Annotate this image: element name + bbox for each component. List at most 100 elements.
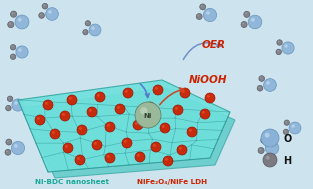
Circle shape (155, 87, 158, 90)
Circle shape (39, 13, 44, 18)
Text: Ni-BDC nanosheet: Ni-BDC nanosheet (35, 179, 109, 185)
Circle shape (145, 102, 155, 112)
Circle shape (43, 5, 45, 6)
Circle shape (284, 44, 288, 48)
Circle shape (124, 140, 127, 143)
Circle shape (75, 155, 85, 165)
Circle shape (241, 22, 247, 28)
Circle shape (135, 122, 138, 125)
Circle shape (258, 147, 264, 153)
Circle shape (261, 137, 267, 143)
Circle shape (14, 101, 18, 105)
Circle shape (10, 54, 16, 60)
Circle shape (163, 156, 173, 166)
Circle shape (200, 109, 210, 119)
Circle shape (6, 150, 8, 152)
Circle shape (37, 117, 40, 120)
Circle shape (122, 138, 132, 148)
Circle shape (7, 140, 9, 142)
Circle shape (151, 142, 161, 152)
Circle shape (277, 50, 279, 52)
Circle shape (162, 125, 165, 128)
Text: H: H (283, 156, 291, 166)
Circle shape (187, 127, 197, 137)
Circle shape (6, 139, 12, 145)
Text: Ni: Ni (144, 112, 152, 119)
Circle shape (285, 130, 286, 132)
Circle shape (7, 106, 8, 108)
Circle shape (251, 18, 255, 22)
Circle shape (205, 93, 215, 103)
Circle shape (5, 149, 11, 155)
Circle shape (200, 4, 206, 10)
Circle shape (8, 22, 14, 28)
Circle shape (260, 77, 262, 78)
Circle shape (16, 46, 28, 58)
Circle shape (89, 109, 92, 112)
Circle shape (189, 129, 192, 132)
Circle shape (291, 124, 295, 128)
Circle shape (10, 45, 16, 50)
Circle shape (206, 11, 210, 15)
Circle shape (42, 3, 48, 9)
Circle shape (60, 111, 70, 121)
Circle shape (180, 88, 190, 98)
Text: NiFe₂O₄/NiFe LDH: NiFe₂O₄/NiFe LDH (137, 179, 207, 185)
Circle shape (45, 102, 48, 105)
Circle shape (277, 40, 282, 45)
Circle shape (14, 144, 18, 148)
Circle shape (48, 10, 52, 14)
Circle shape (264, 79, 276, 91)
Circle shape (97, 94, 100, 97)
Circle shape (177, 145, 187, 155)
FancyArrowPatch shape (140, 84, 149, 98)
Circle shape (182, 90, 185, 93)
Polygon shape (18, 80, 230, 172)
Circle shape (43, 100, 53, 110)
Circle shape (265, 141, 279, 155)
Circle shape (89, 24, 101, 36)
Circle shape (9, 23, 11, 24)
Circle shape (179, 147, 182, 150)
Circle shape (135, 152, 145, 162)
Circle shape (15, 15, 29, 29)
Circle shape (7, 96, 13, 101)
Circle shape (173, 105, 183, 115)
Circle shape (107, 124, 110, 127)
Circle shape (245, 12, 247, 14)
Circle shape (123, 88, 133, 98)
Circle shape (140, 107, 147, 115)
Circle shape (203, 8, 217, 22)
Circle shape (85, 21, 90, 26)
Circle shape (153, 85, 163, 95)
Circle shape (65, 145, 68, 148)
Circle shape (77, 125, 87, 135)
Circle shape (264, 133, 269, 138)
Circle shape (244, 11, 250, 17)
Circle shape (18, 48, 22, 52)
Circle shape (165, 158, 168, 161)
Circle shape (77, 157, 80, 160)
Circle shape (259, 149, 261, 150)
Circle shape (259, 76, 264, 81)
Circle shape (12, 55, 13, 57)
Circle shape (40, 14, 42, 15)
Circle shape (107, 155, 110, 158)
Circle shape (115, 104, 125, 114)
Circle shape (35, 115, 45, 125)
Circle shape (196, 14, 202, 19)
Circle shape (8, 97, 10, 99)
Text: OER: OER (202, 40, 226, 50)
Circle shape (202, 111, 205, 114)
Circle shape (257, 85, 263, 91)
Circle shape (135, 102, 161, 128)
Circle shape (50, 129, 60, 139)
Circle shape (105, 153, 115, 163)
Circle shape (258, 87, 260, 88)
Circle shape (153, 144, 156, 147)
Polygon shape (22, 88, 235, 178)
FancyArrowPatch shape (160, 88, 184, 105)
Circle shape (268, 144, 272, 148)
Circle shape (284, 120, 290, 125)
Circle shape (18, 18, 22, 22)
